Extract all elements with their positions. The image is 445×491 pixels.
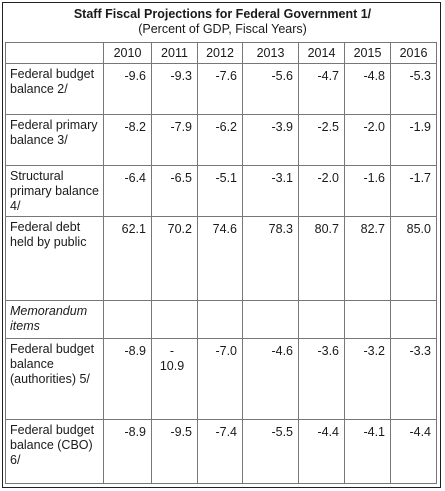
table-row: Federal budget balance (authorities) 5/ … [5, 338, 437, 420]
cell: -3.2 [344, 338, 391, 420]
table-row: Structural primary balance 4/ -6.4 -6.5 … [5, 165, 437, 217]
cell [242, 300, 299, 339]
cell: -5.3 [390, 63, 437, 115]
year-header: 2013 [242, 42, 299, 64]
table-subtitle: (Percent of GDP, Fiscal Years) [138, 22, 307, 36]
cell: -7.0 [197, 338, 243, 420]
cell: -2.0 [298, 165, 345, 217]
table-row: Federal budget balance 2/ -9.6 -9.3 -7.6… [5, 63, 437, 115]
cell: -4.4 [298, 419, 345, 484]
cell: -8.9 [103, 419, 152, 484]
cell: -3.3 [390, 338, 437, 420]
cell: 85.0 [390, 216, 437, 301]
cell-second-line: 10.9 [159, 359, 185, 373]
table-title: Staff Fiscal Projections for Federal Gov… [73, 7, 372, 21]
cell: 78.3 [242, 216, 299, 301]
cell [151, 300, 198, 339]
cell: -6.5 [151, 165, 198, 217]
year-header: 2012 [197, 42, 243, 64]
header-row: 2010 2011 2012 2013 2014 2015 2016 [5, 42, 437, 64]
cell: -1.6 [344, 165, 391, 217]
cell: -4.6 [242, 338, 299, 420]
cell: -9.3 [151, 63, 198, 115]
cell: -3.1 [242, 165, 299, 217]
cell: -5.1 [197, 165, 243, 217]
cell: -4.8 [344, 63, 391, 115]
cell: 62.1 [103, 216, 152, 301]
cell: -5.5 [242, 419, 299, 484]
cell: -7.4 [197, 419, 243, 484]
cell: -6.2 [197, 114, 243, 166]
cell [344, 300, 391, 339]
cell: -4.1 [344, 419, 391, 484]
year-header: 2014 [298, 42, 345, 64]
memo-label: Memorandum items [5, 300, 104, 339]
cell: -8.2 [103, 114, 152, 166]
cell: 80.7 [298, 216, 345, 301]
cell: -5.6 [242, 63, 299, 115]
cell: -2.5 [298, 114, 345, 166]
cell [103, 300, 152, 339]
cell: -4.4 [390, 419, 437, 484]
cell: -2.0 [344, 114, 391, 166]
cell [390, 300, 437, 339]
cell [197, 300, 243, 339]
cell [298, 300, 345, 339]
cell: -3.6 [298, 338, 345, 420]
cell: -7.6 [197, 63, 243, 115]
row-label: Federal primary balance 3/ [5, 114, 104, 166]
table-row: Federal primary balance 3/ -8.2 -7.9 -6.… [5, 114, 437, 166]
cell: -9.5 [151, 419, 198, 484]
header-blank [5, 42, 104, 64]
year-header: 2010 [103, 42, 152, 64]
year-header: 2015 [344, 42, 391, 64]
cell: -1.9 [390, 114, 437, 166]
row-label: Federal budget balance (authorities) 5/ [5, 338, 104, 420]
cell: -7.9 [151, 114, 198, 166]
row-label: Federal budget balance (CBO) 6/ [5, 419, 104, 484]
cell: 70.2 [151, 216, 198, 301]
cell: -8.9 [103, 338, 152, 420]
cell: -9.6 [103, 63, 152, 115]
row-label: Federal budget balance 2/ [5, 63, 104, 115]
cell: -3.9 [242, 114, 299, 166]
row-label: Structural primary balance 4/ [5, 165, 104, 217]
year-header: 2011 [151, 42, 198, 64]
memo-header-row: Memorandum items [5, 300, 437, 339]
cell: - 10.9 [151, 338, 198, 420]
cell: -4.7 [298, 63, 345, 115]
table-frame [2, 2, 441, 488]
cell: 74.6 [197, 216, 243, 301]
row-label: Federal debt held by public [5, 216, 104, 301]
cell: 82.7 [344, 216, 391, 301]
table-row: Federal debt held by public 62.1 70.2 74… [5, 216, 437, 301]
cell-dash: - [169, 344, 175, 358]
year-header: 2016 [390, 42, 437, 64]
fiscal-projections-table: 2010 2011 2012 2013 2014 2015 2016 Feder… [5, 42, 437, 484]
cell: -6.4 [103, 165, 152, 217]
table-row: Federal budget balance (CBO) 6/ -8.9 -9.… [5, 419, 437, 484]
cell: -1.7 [390, 165, 437, 217]
